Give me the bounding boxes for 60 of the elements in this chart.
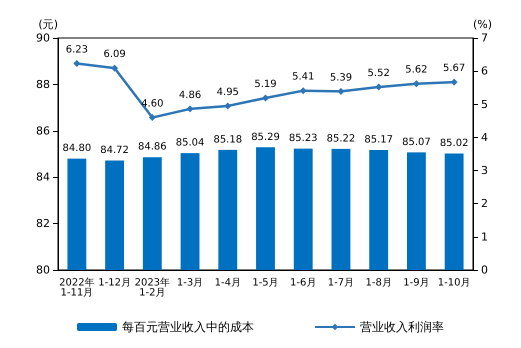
x-tick-label: 2023年 1-2月 [134,276,170,298]
legend-label: 营业收入利润率 [360,320,444,334]
x-tick-label: 1-9月 [403,278,430,288]
y-tick-label: 80 [36,264,50,276]
point [412,80,420,88]
y2-tick-label: 3 [481,164,488,178]
y2-tick-label: 5 [481,98,488,111]
y-tick-label: 86 [36,124,50,138]
data-label: 84.72 [100,144,129,156]
y2-tick-label: 0 [481,264,488,276]
data-label: 85.17 [364,134,393,146]
point [262,94,269,102]
y-tick-label: 84 [36,170,50,184]
x-tick-label: 1-3月 [176,278,204,288]
x-tick-label: 1-6月 [290,278,316,288]
y2-tick-label: 4 [481,130,488,144]
x-tick-label: 1-8月 [366,278,392,288]
data-label: 85.18 [213,134,242,146]
x-tick-label: 1-12月 [98,278,131,288]
point [73,60,80,68]
data-label: 85.29 [251,132,280,143]
x-tick-label: 1-4月 [214,278,241,288]
data-label: 6.09 [103,49,126,60]
y2-tick-label: 1 [481,230,488,244]
point [375,84,382,91]
y2-tick-label: 6 [481,64,488,78]
point [224,102,232,110]
data-label: 85.02 [440,138,468,150]
data-label: 4.95 [216,86,239,98]
point [111,64,118,72]
data-label: 5.39 [330,72,352,84]
y2-tick-label: 7 [481,32,488,44]
point [300,87,307,94]
x-tick-label: 1-10月 [438,278,470,288]
point [186,105,194,112]
y2-tick-label: 2 [481,197,488,210]
data-label: 5.19 [254,78,277,90]
data-label: 85.04 [176,138,204,149]
x-tick-label: 1-7月 [328,278,354,288]
data-label: 85.23 [288,133,318,144]
data-label: 5.52 [368,68,390,80]
x-tick-label: 2022年 1-11月 [59,276,95,298]
data-label: 84.86 [138,142,167,153]
data-label: 85.22 [326,133,356,144]
y-axis-title: (元) [38,18,58,31]
data-label: 5.67 [443,63,466,74]
y2-axis-title: (%) [473,18,492,31]
data-label: 85.07 [402,136,431,148]
x-tick-label: 1-5月 [252,278,279,288]
y-tick-label: 82 [36,217,50,230]
y-tick-label: 90 [36,32,50,44]
data-label: 5.41 [292,72,314,83]
data-label: 84.80 [62,143,92,154]
data-label: 6.23 [66,44,88,56]
y-tick-label: 88 [36,78,50,91]
point [148,114,156,122]
legend-label: 每百元营业收入中的成本 [122,320,254,334]
data-label: 4.86 [178,90,202,101]
point [450,78,458,86]
data-label: 5.62 [405,64,428,76]
